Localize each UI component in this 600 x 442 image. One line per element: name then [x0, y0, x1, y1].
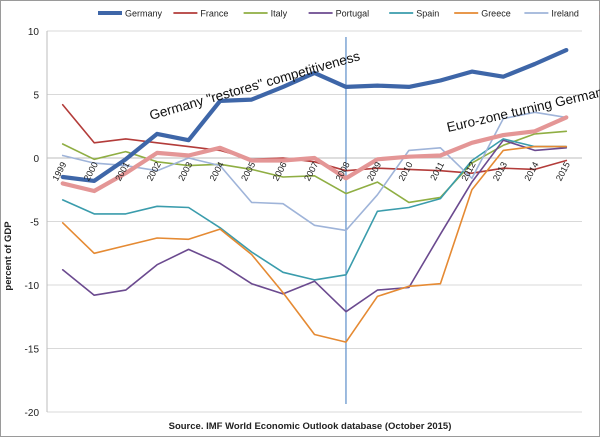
series-line-ireland: [61, 111, 568, 232]
series-line-greece: [61, 145, 568, 343]
y-tick-label: -5: [30, 218, 39, 229]
y-tick-label: -15: [25, 345, 40, 356]
y-tick-label: -10: [25, 281, 40, 292]
source-note: Source. IMF World Economic Outlook datab…: [169, 421, 452, 432]
legend-label-greece: Greece: [481, 9, 511, 19]
series-line-spain: [61, 138, 568, 281]
legend-label-italy: Italy: [271, 9, 288, 19]
series-line-portugal: [61, 139, 568, 313]
y-tick-label: 5: [33, 91, 39, 102]
y-tick-label: 10: [28, 27, 40, 38]
legend: Germany France Italy Portugal Spain Greece Ire…: [98, 9, 600, 19]
y-axis-label: percent of GDP: [3, 221, 14, 291]
series-group: [60, 48, 569, 343]
legend-label-spain: Spain: [416, 9, 439, 19]
legend-label-portugal: Portugal: [336, 9, 370, 19]
y-tick-label: 0: [33, 154, 39, 165]
y-tick-label: -20: [25, 408, 40, 419]
legend-label-france: France: [200, 9, 228, 19]
legend-label-ireland: Ireland: [551, 9, 579, 19]
series-line-germany: [60, 48, 569, 183]
series-line-ea: [60, 115, 569, 194]
legend-label-germany: Germany: [125, 9, 163, 19]
